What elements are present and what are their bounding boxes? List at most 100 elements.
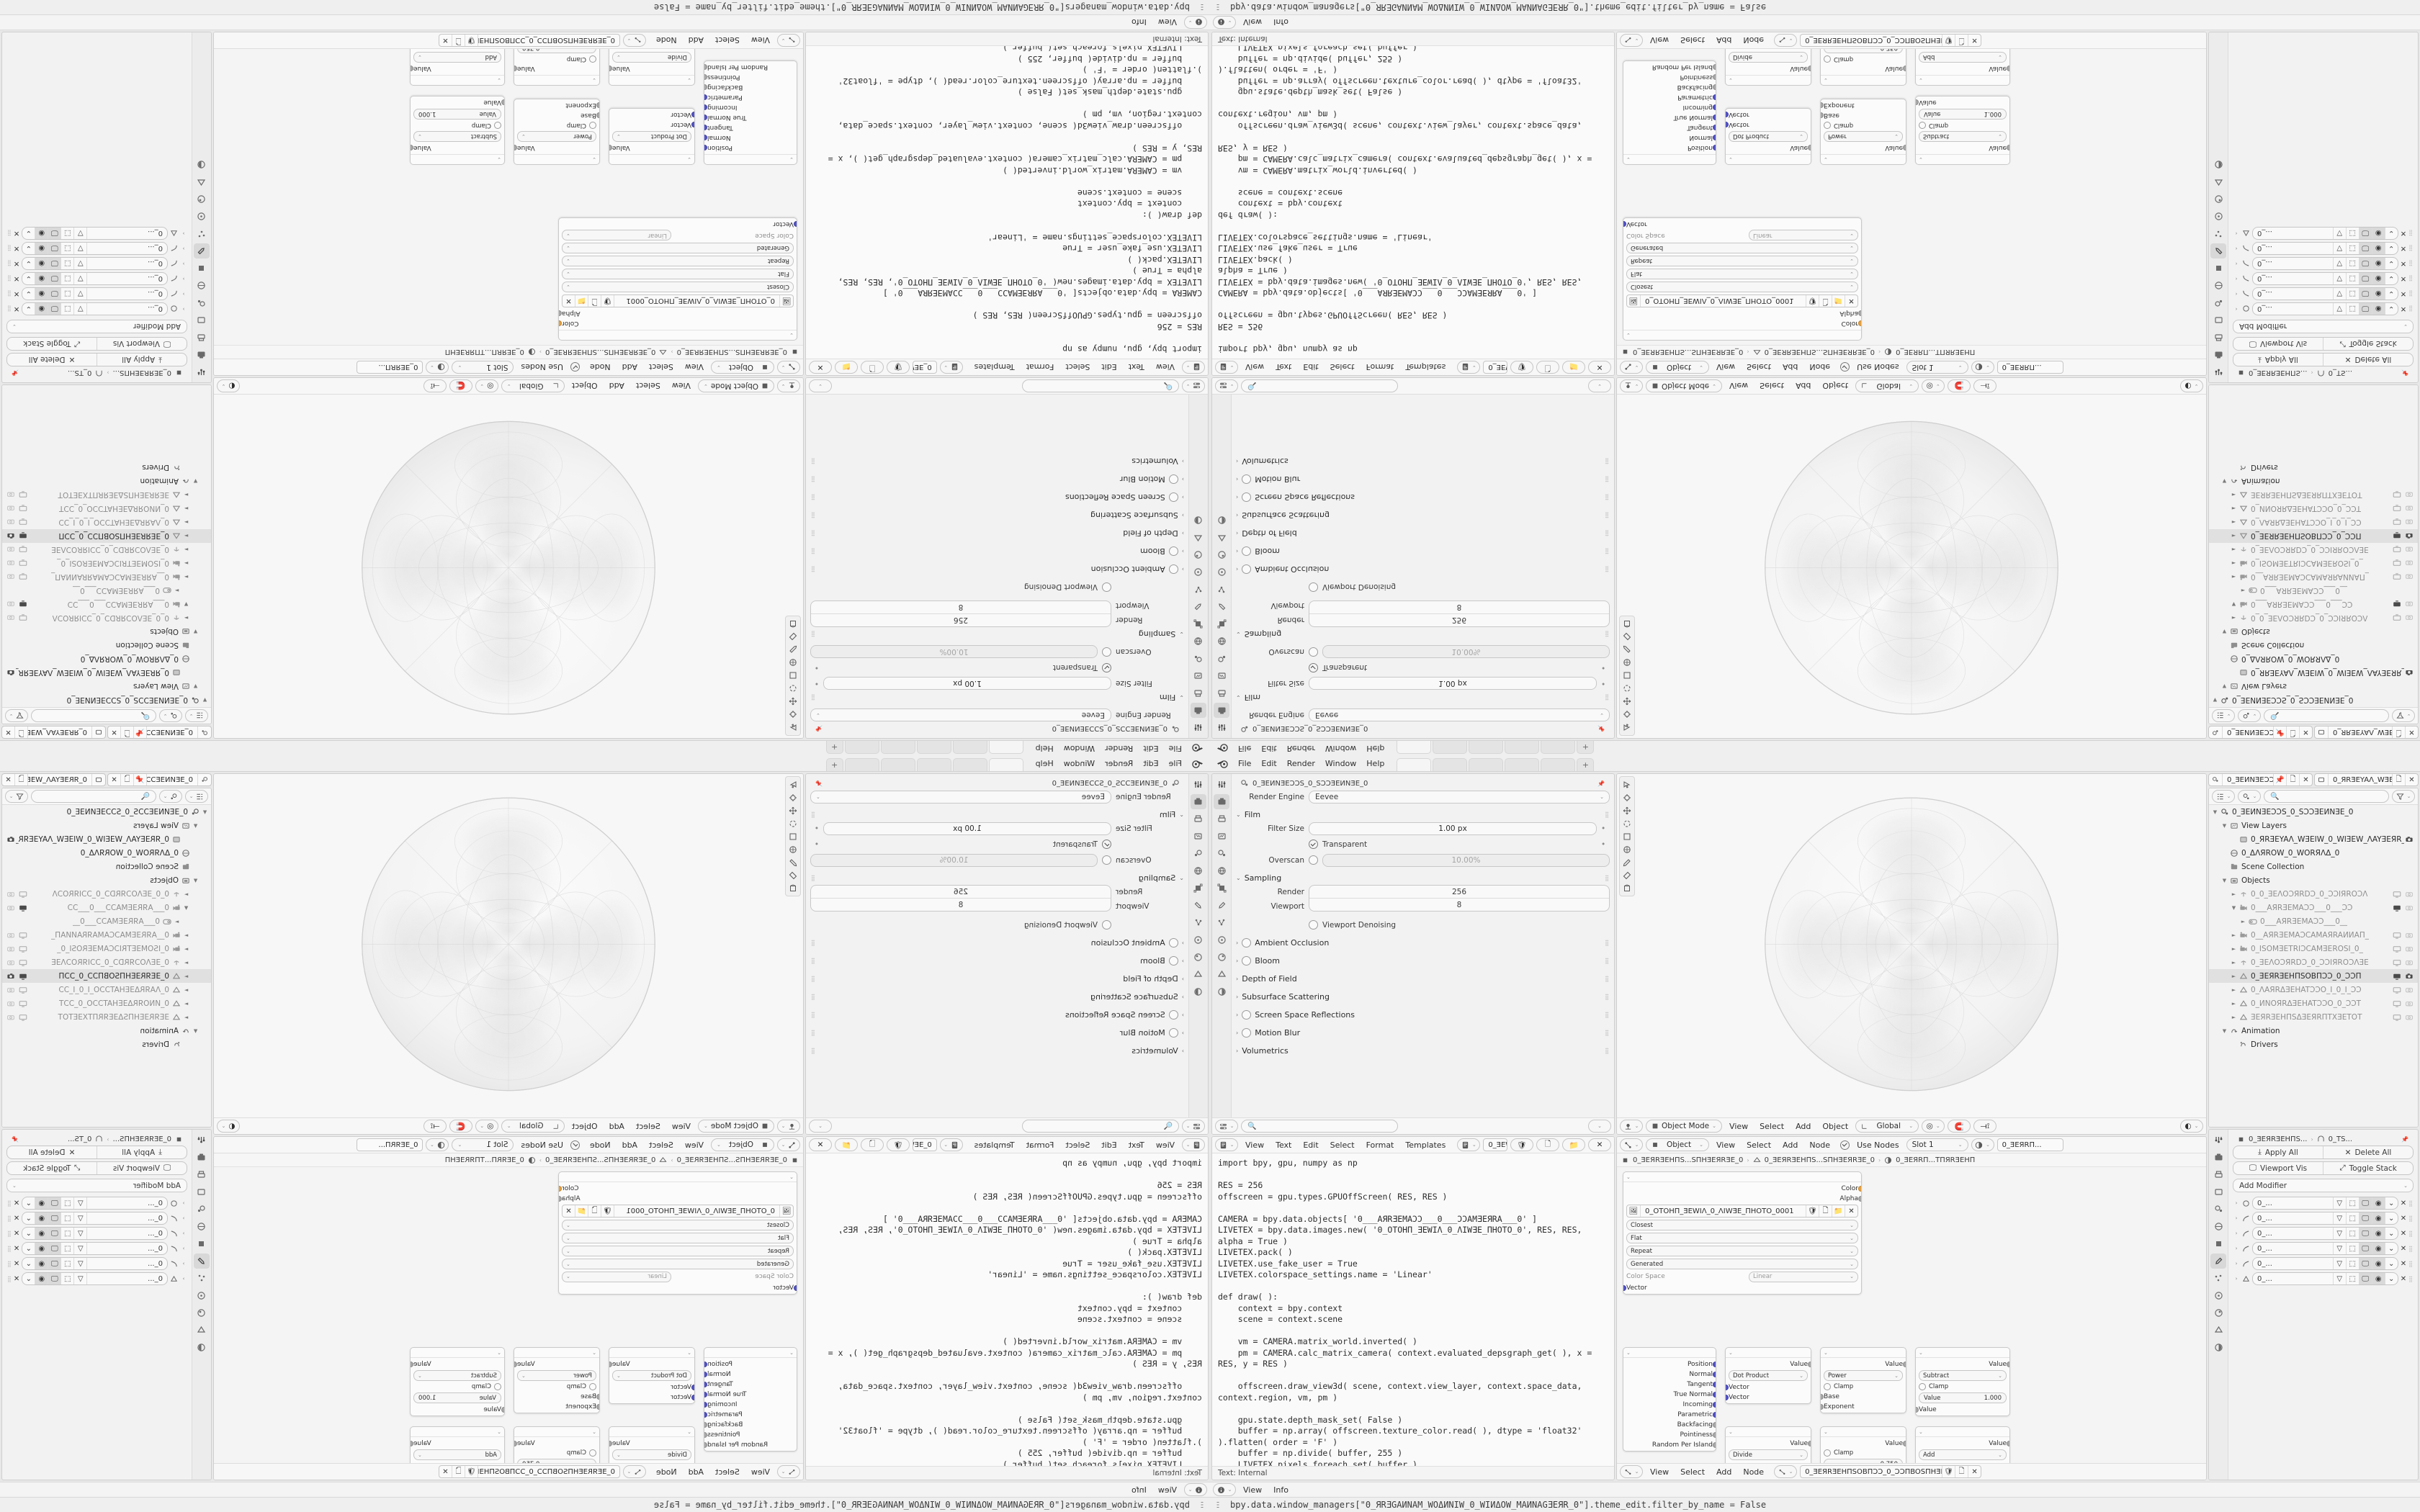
edit-mode-display-icon[interactable]: ▽ xyxy=(74,1228,88,1239)
section-film[interactable]: ⌄ Film ⣿ xyxy=(810,690,1184,705)
shader-type-select[interactable]: Object ⌄ xyxy=(711,1138,774,1151)
remove-modifier-button[interactable]: ✕ xyxy=(2400,305,2407,313)
extension-select[interactable]: Repeat ⌄ xyxy=(1626,1246,1858,1256)
on-cage-icon[interactable]: ⬚ xyxy=(61,288,75,300)
fractal-sphere-object[interactable] xyxy=(214,774,803,1117)
grip-dots[interactable]: ⣿ xyxy=(6,1275,12,1282)
outliner-row-6[interactable]: ► 0_0_ƎEΛOƆЯRDƆ_0_ƆƆIЯROƆΛ xyxy=(2209,611,2418,625)
remove-modifier-button[interactable]: ✕ xyxy=(13,305,20,313)
grip-dots[interactable]: ⣿ xyxy=(6,305,12,312)
render-icon[interactable]: ◉ xyxy=(2371,1197,2385,1209)
edit-mode-display-icon[interactable]: ▽ xyxy=(74,1258,88,1269)
properties-tab-material[interactable] xyxy=(194,157,210,172)
delete-all-button[interactable]: ✕ Delete All xyxy=(2323,1146,2413,1158)
outliner-row-6[interactable]: ► 0_0_ƎEΛOƆЯRDƆ_0_ƆƆIЯROƆΛ xyxy=(2209,887,2418,901)
extras-icon[interactable]: ⌄ xyxy=(22,288,36,300)
bloom-toggle[interactable] xyxy=(1168,955,1178,966)
node-header[interactable]: ⌄ xyxy=(514,75,599,85)
edit-mode-display-icon[interactable]: ▽ xyxy=(2332,273,2346,284)
properties-tab-output[interactable] xyxy=(194,330,210,345)
sampling-stack[interactable]: 256 8 xyxy=(1309,885,1610,912)
camera-off-icon[interactable] xyxy=(2404,600,2414,610)
camera-off-icon[interactable] xyxy=(2404,889,2414,899)
outliner-row-16[interactable]: ▼ Animation xyxy=(2209,1024,2418,1038)
open-text-button[interactable]: 📁 xyxy=(835,361,858,374)
properties-tab-object[interactable] xyxy=(1191,616,1206,631)
shader-menu-add[interactable]: Add xyxy=(622,1140,637,1150)
tool-select-box-icon[interactable] xyxy=(1620,721,1634,734)
subtract-operation-select[interactable]: Subtract ⌄ xyxy=(1919,1370,2007,1381)
outliner-icon[interactable]: ⌄ xyxy=(185,790,208,803)
unlink-image-button[interactable]: ✕ xyxy=(563,1205,575,1217)
grip-dots[interactable]: ⣿ xyxy=(6,1200,12,1207)
text-icon[interactable]: ⌄ xyxy=(1182,1138,1205,1151)
chevron-right-icon[interactable]: ► xyxy=(2231,560,2236,567)
geonode-menu-add[interactable]: Add xyxy=(688,1467,704,1477)
realtime-icon[interactable]: 🖵 xyxy=(48,288,62,300)
grip-dots[interactable]: ⣿ xyxy=(2408,245,2414,252)
outliner-row-5[interactable]: ▼ Objects xyxy=(2,873,211,887)
tool-transform-icon[interactable] xyxy=(786,843,800,855)
camera-off-icon[interactable] xyxy=(6,903,16,913)
use-nodes-checkbox[interactable] xyxy=(570,362,580,372)
text-menu-text[interactable]: Text xyxy=(1276,362,1292,372)
camera-off-icon[interactable] xyxy=(6,999,16,1009)
grip-dots[interactable]: ⣿ xyxy=(2408,290,2414,297)
socket-color[interactable] xyxy=(1858,1185,1861,1192)
properties-tab-physics[interactable] xyxy=(194,209,210,224)
transparent-checkbox[interactable] xyxy=(1102,663,1111,672)
breadcrumb-material[interactable]: 0_ƎEЯRП...TПЯRƎEHП xyxy=(444,1156,524,1164)
node-header[interactable]: ⌄ xyxy=(411,154,504,164)
monitor-icon[interactable] xyxy=(2392,504,2402,514)
chevron-right-icon[interactable]: › xyxy=(2235,1261,2238,1266)
fractal-sphere-object[interactable] xyxy=(1617,774,2206,1117)
tool-scale-icon[interactable] xyxy=(786,830,800,842)
outliner-row-13[interactable]: ► 0_ΛAЯRΔƎEHATƆƆO_I_0_I_ƆƆ xyxy=(2,516,211,529)
info-menu-view[interactable]: View xyxy=(1157,17,1177,27)
collapsed-motion-blur[interactable]: › Motion Blur ⣿ xyxy=(1236,472,1610,487)
tool-transform-icon[interactable] xyxy=(1620,843,1634,855)
extras-icon[interactable]: ⌄ xyxy=(22,243,36,254)
outliner-search-input[interactable]: 🔍 xyxy=(2264,709,2389,722)
shader-menu-add[interactable]: Add xyxy=(622,362,637,372)
node-header[interactable]: ⌄ xyxy=(609,75,694,85)
camera-off-icon[interactable] xyxy=(2404,944,2414,954)
new-image-button[interactable]: 🗋 xyxy=(588,1205,601,1217)
chevron-right-icon[interactable]: ► xyxy=(184,533,189,539)
workspace-tab-0[interactable] xyxy=(1397,741,1432,754)
outliner-row-10[interactable]: ► 0_ISOMƎETRIƆCAMƎEROSI_0_ xyxy=(2,942,211,955)
render-icon[interactable]: ◉ xyxy=(2371,1273,2385,1284)
properties-tab-viewlayer[interactable] xyxy=(1191,668,1206,683)
modifier-pill[interactable]: 0_... ▽ ⬚ 🖵 ◉ ⌄ xyxy=(2252,1197,2398,1210)
camera-off-icon[interactable] xyxy=(6,930,16,940)
blender-logo-icon[interactable] xyxy=(1190,758,1206,770)
node-math-divide[interactable]: ⌄ Value Divide⌄ Value xyxy=(1725,49,1811,86)
chevron-right-icon[interactable]: ► xyxy=(2231,973,2236,979)
shader-type-select[interactable]: Object ⌄ xyxy=(1646,361,1709,374)
screen-space-reflections-toggle[interactable] xyxy=(1242,1009,1252,1020)
node-header[interactable]: ⌄ xyxy=(1623,1172,1861,1182)
properties-tab-material[interactable] xyxy=(2210,157,2226,172)
new-scene-button[interactable]: 🗋 xyxy=(121,726,134,738)
node-header[interactable]: ⌄ xyxy=(609,1427,694,1437)
material-name-field[interactable]: 0_ƎEЯRП... xyxy=(357,361,424,374)
chevron-down-icon[interactable]: ▼ xyxy=(184,601,189,608)
outliner-icon[interactable]: ⌄ xyxy=(2212,709,2235,722)
properties-tab-output[interactable] xyxy=(1214,685,1229,701)
magnet-icon[interactable]: 🧲 xyxy=(1948,379,1971,392)
toggle-stack-button[interactable]: ⤢ Toggle Stack xyxy=(2323,338,2413,350)
viewport-menu-add[interactable]: Add xyxy=(609,381,624,391)
node-math-subtract[interactable]: ⌄ Value Subtract ⌄ Clamp Value 1.000 Value xyxy=(410,1347,505,1416)
breadcrumb-object-label[interactable]: 0_ƎEЯRƎEHПS... xyxy=(112,1135,171,1143)
viewlayer-datablock-field[interactable]: 0_ЯRƎEYAΛ_WƎEIW_0_WIƎEW_ΛAYƎEЯR_0 🗋 ✕ xyxy=(1,773,106,786)
collapsed-screen-space-reflections[interactable]: › Screen Space Reflections ⣿ xyxy=(810,1007,1184,1022)
modifier-row-0[interactable]: › 0_... ▽ ⬚ 🖵 ◉ ⌄ ✕ ⣿ xyxy=(6,1197,187,1210)
dot-operation-select[interactable]: Dot Product ⌄ xyxy=(1729,1370,1808,1381)
chevron-down-icon[interactable]: ▼ xyxy=(202,809,207,815)
modifier-pill[interactable]: 0_... ▽ ⬚ 🖵 ◉ ⌄ xyxy=(2252,1272,2398,1285)
proportional-icon[interactable]: ⟞⟟ xyxy=(423,1120,447,1133)
socket-alpha[interactable] xyxy=(1858,310,1862,317)
divide-operation-select[interactable]: Divide ⌄ xyxy=(612,1449,691,1460)
geonode-menu-add[interactable]: Add xyxy=(1716,1467,1732,1477)
unlink-scene-button[interactable]: ✕ xyxy=(108,726,121,738)
